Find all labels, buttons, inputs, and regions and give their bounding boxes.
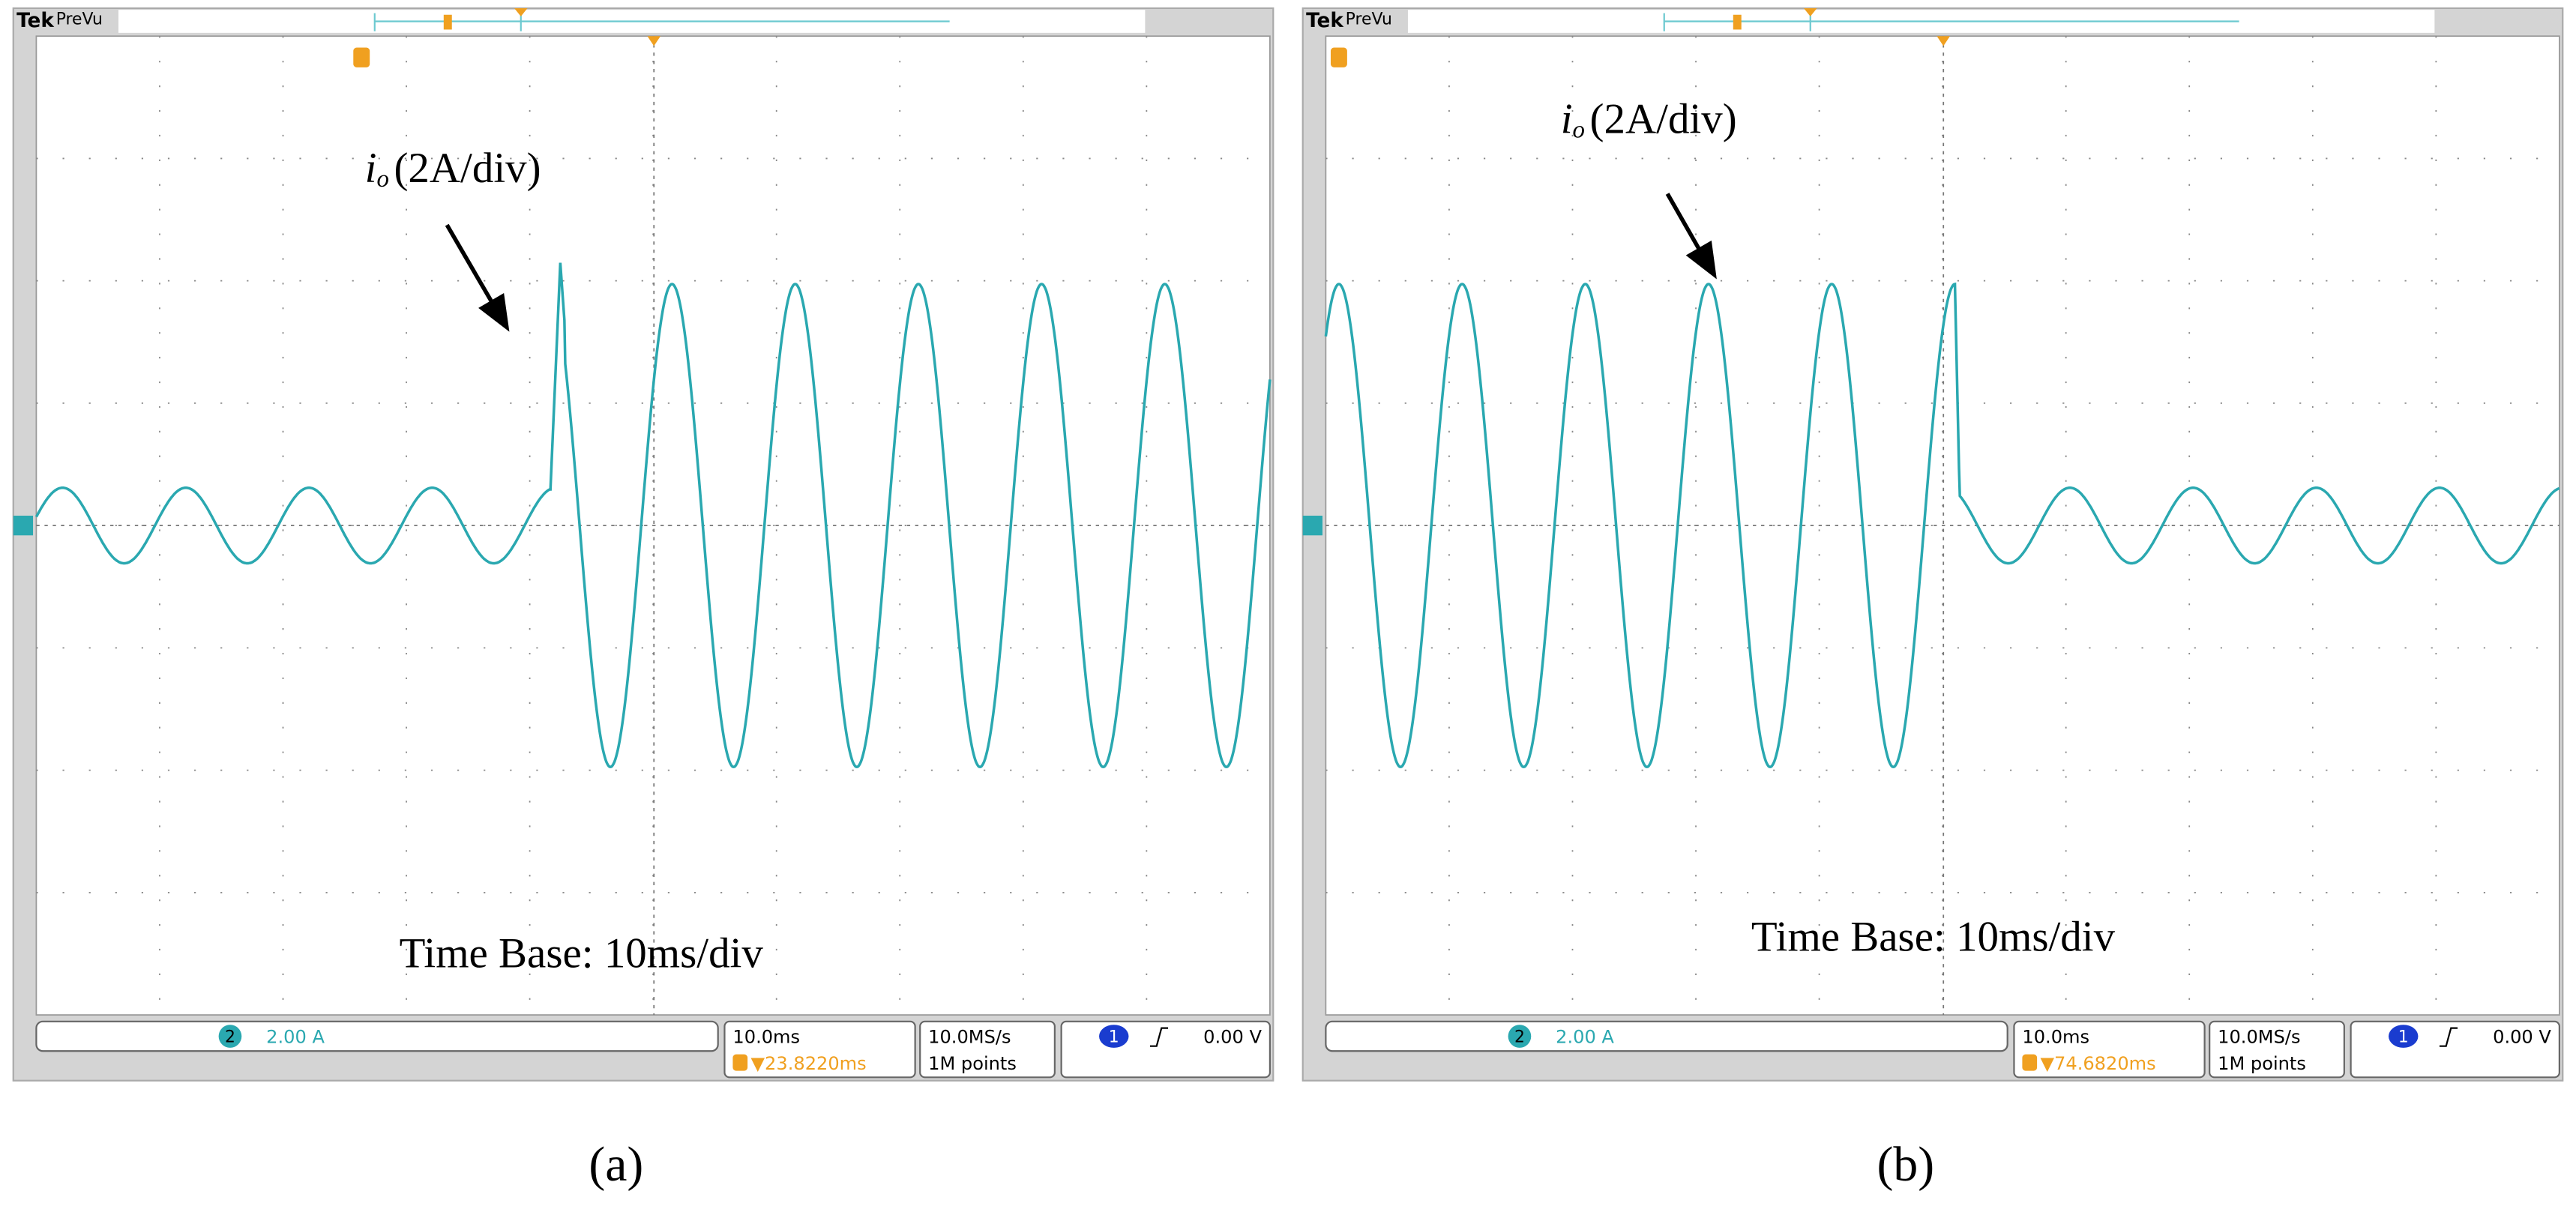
annotation-scale: (2A/div) <box>394 145 541 192</box>
trigger-channel-badge <box>2389 1025 2419 1048</box>
annotation-symbol: i <box>1561 95 1573 142</box>
arrow-head <box>478 293 510 332</box>
trigger-channel: 1 <box>1109 1028 1119 1047</box>
caption: (b) <box>1877 1137 1935 1192</box>
annotation-subscript: o <box>1573 116 1585 143</box>
status-box <box>1325 1020 2008 1052</box>
trigger-icon-small <box>2022 1054 2038 1071</box>
time-base: Time Base: 10ms/div <box>1751 914 2116 961</box>
trigger-icon-small <box>732 1054 748 1071</box>
annotation-scale: (2A/div) <box>1590 95 1737 142</box>
trigger-marker-top <box>443 14 452 30</box>
time-per-div: 10.0ms <box>732 1027 800 1048</box>
status-box <box>919 1020 1056 1079</box>
trigger-position: ▼23.8220ms <box>751 1053 867 1074</box>
mode: PreVu <box>56 10 103 28</box>
trigger-channel: 1 <box>2398 1028 2409 1047</box>
brand: Tek <box>1306 10 1343 32</box>
trigger-arrow <box>514 7 528 16</box>
trigger-pos <box>647 36 661 46</box>
record-length: 1M points <box>2218 1053 2306 1074</box>
channel-badge <box>1508 1025 1532 1048</box>
status-box <box>2209 1020 2345 1079</box>
volts-per-div: 2.00 A <box>1556 1027 1614 1048</box>
caption: (a) <box>589 1137 643 1192</box>
time-per-div: 10.0ms <box>2022 1027 2089 1048</box>
annotation-subscript: o <box>376 166 388 193</box>
annotation: io (2A/div) <box>365 145 541 192</box>
annotation-symbol: i <box>365 145 377 192</box>
status-box <box>2013 1020 2206 1079</box>
brand: Tek <box>16 10 54 32</box>
trigger-level: 0.00 V <box>2493 1027 2551 1048</box>
waveform <box>1324 282 2560 769</box>
trigger-icon <box>353 47 370 67</box>
slope-icon <box>2439 1027 2458 1047</box>
channel-badge <box>218 1025 242 1048</box>
arrow-shaft <box>445 223 502 317</box>
trigger-marker-top <box>1733 14 1742 30</box>
trigger-position: ▼74.6820ms <box>2041 1053 2156 1074</box>
trigger-arrow <box>1803 7 1817 16</box>
channel-marker <box>1302 515 1323 536</box>
status-box <box>35 1020 719 1052</box>
volts-per-div: 2.00 A <box>266 1027 325 1048</box>
trigger-level: 0.00 V <box>1203 1027 1262 1048</box>
trigger-icon <box>1330 47 1347 67</box>
scope-panel: Tek PreVu io (2A/div) Time Base: 10ms/div 2 2.… <box>1301 7 2564 1192</box>
channel-number: 2 <box>1514 1028 1525 1047</box>
sample-rate: 10.0MS/s <box>928 1027 1011 1048</box>
trigger-pos <box>1936 36 1950 46</box>
record-length: 1M points <box>928 1053 1017 1074</box>
time-base: Time Base: 10ms/div <box>400 929 764 977</box>
trigger-channel-badge <box>1099 1025 1129 1048</box>
sample-rate: 10.0MS/s <box>2218 1027 2300 1048</box>
channel-marker <box>13 515 34 536</box>
waveform <box>34 262 1272 769</box>
annotation: io (2A/div) <box>1561 95 1737 142</box>
channel-number: 2 <box>225 1028 235 1047</box>
status-box <box>723 1020 916 1079</box>
arrow-head <box>1685 240 1717 280</box>
mode: PreVu <box>1346 10 1392 28</box>
slope-icon <box>1149 1027 1169 1047</box>
scope-panel: Tek PreVu io (2A/div) Time Base: 10ms/div 2 2.… <box>12 7 1275 1192</box>
